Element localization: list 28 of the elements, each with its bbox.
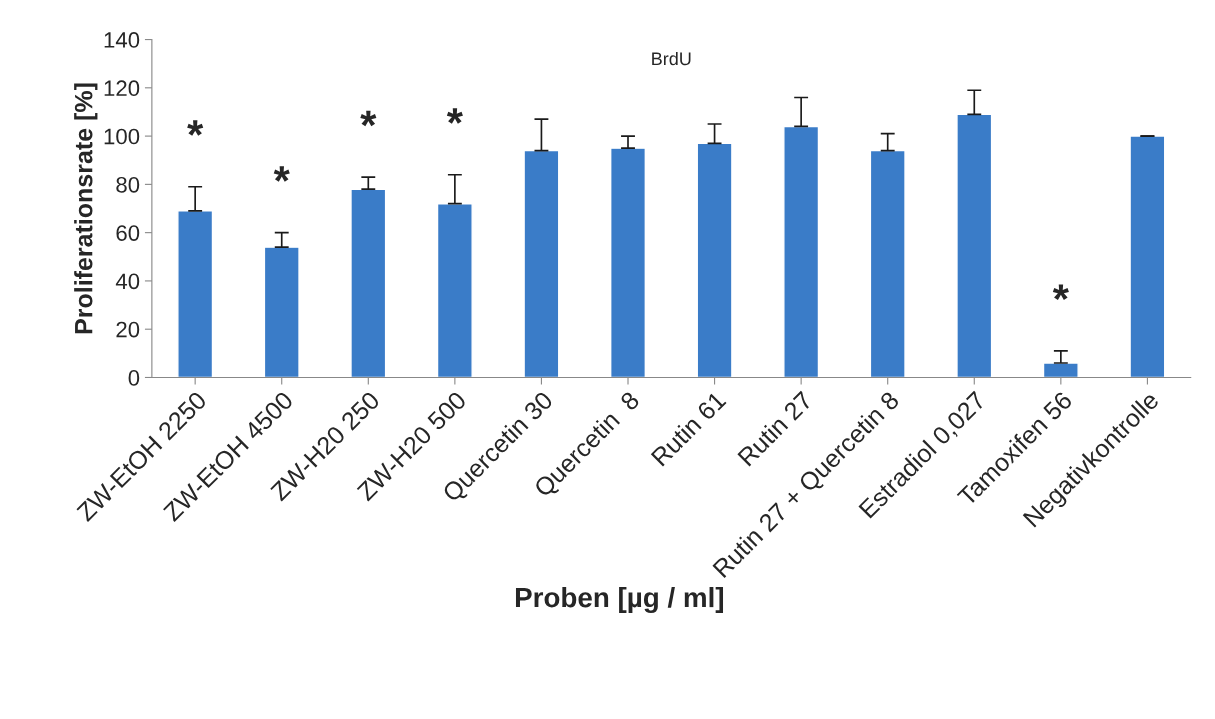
y-tick-label: 140 <box>104 32 140 48</box>
bar <box>263 246 300 378</box>
y-tick-label: 20 <box>116 321 140 338</box>
text: BrdU <box>652 51 691 66</box>
y-tick-label: 100 <box>104 128 140 145</box>
bar <box>1129 135 1166 378</box>
data-label: * <box>1052 284 1069 300</box>
y-tick-label: 0 <box>128 370 140 386</box>
bar <box>523 149 560 378</box>
data-label: * <box>446 108 463 124</box>
y-axis-title: Proliferationsrate [%] <box>74 83 98 334</box>
bar <box>956 113 993 378</box>
data-label: * <box>273 166 290 182</box>
bar <box>869 149 906 378</box>
y-tick-label: 120 <box>104 80 140 97</box>
bar <box>436 202 473 378</box>
bar <box>350 188 387 378</box>
bar <box>696 142 733 378</box>
data-label: * <box>360 110 377 127</box>
data-label: * <box>187 120 204 136</box>
bar <box>783 125 820 378</box>
bar <box>1042 362 1079 378</box>
x-axis-title: Proben [µg / ml] <box>515 586 724 614</box>
bar <box>609 147 647 378</box>
bar <box>177 210 214 378</box>
y-tick-label: 60 <box>116 225 140 241</box>
y-tick-label: 80 <box>116 176 140 193</box>
y-tick-label: 40 <box>115 273 140 290</box>
